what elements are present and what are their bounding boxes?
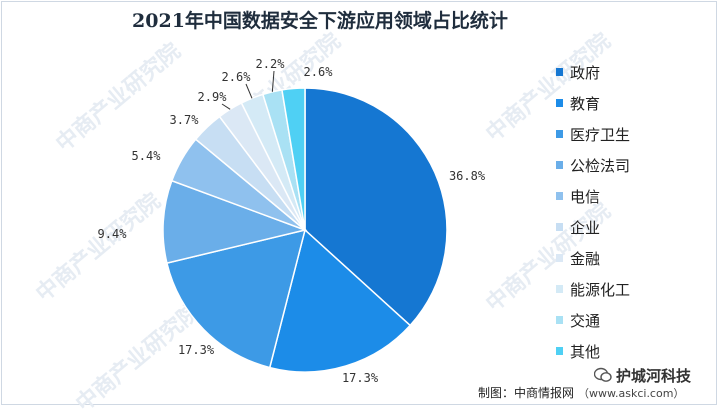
chart-frame <box>1 1 717 405</box>
legend-label: 电信 <box>570 188 601 206</box>
data-label-4: 9.4% <box>98 227 128 241</box>
pie-slice-2 <box>268 228 412 373</box>
pie-slice-10 <box>281 87 306 231</box>
leader-line-7 <box>221 103 231 110</box>
wechat-account-name: 护城河科技 <box>616 367 692 385</box>
data-label-9: 2.2% <box>256 57 286 71</box>
legend-swatch <box>556 254 563 262</box>
wechat-account: 护城河科技 <box>593 365 692 387</box>
pie-slice-1 <box>304 87 448 327</box>
footer-source: 制图：中商情报网 <box>478 386 575 400</box>
legend-label: 教育 <box>570 95 601 113</box>
data-label-2: 17.3% <box>342 371 379 385</box>
legend-label: 能源化工 <box>570 281 631 299</box>
leader-line-8 <box>245 83 253 99</box>
chart-title: 2021年中国数据安全下游应用领域占比统计 <box>132 10 508 32</box>
legend-swatch <box>556 223 563 231</box>
leader-line-9 <box>271 70 275 92</box>
data-label-10: 2.6% <box>304 65 334 79</box>
legend-label: 交通 <box>570 312 601 330</box>
legend-label: 公检法司 <box>570 157 631 175</box>
pie-chart: 36.8% 17.3% 17.3% 9.4% 5.4% 3.7% 2.9% 2.6% 2.2% 2… <box>98 57 486 385</box>
legend-label: 医疗卫生 <box>570 126 631 144</box>
wechat-icon <box>593 367 612 387</box>
legend-label: 企业 <box>570 219 601 237</box>
data-label-8: 2.6% <box>222 70 252 84</box>
legend-swatch <box>556 99 563 107</box>
footer-url: （www.askci.com） <box>578 387 685 400</box>
pie-slice-3 <box>166 228 307 369</box>
legend-swatch <box>556 347 563 355</box>
data-label-5: 5.4% <box>132 149 162 163</box>
legend-swatch <box>556 130 563 138</box>
data-label-6: 3.7% <box>170 113 200 127</box>
legend-swatch <box>556 192 563 200</box>
legend-swatch <box>556 285 563 293</box>
legend-swatch <box>556 68 563 76</box>
footer: 制图：中商情报网 （www.askci.com） <box>478 384 684 401</box>
data-label-1: 36.8% <box>449 169 486 183</box>
legend-label: 金融 <box>570 250 601 268</box>
data-label-3: 17.3% <box>178 343 215 357</box>
pie-slice-4 <box>162 179 308 264</box>
legend-swatch <box>556 316 563 324</box>
legend-label: 政府 <box>570 64 601 82</box>
legend-label: 其他 <box>570 343 601 361</box>
data-label-7: 2.9% <box>198 90 228 104</box>
legend-swatch <box>556 161 563 169</box>
